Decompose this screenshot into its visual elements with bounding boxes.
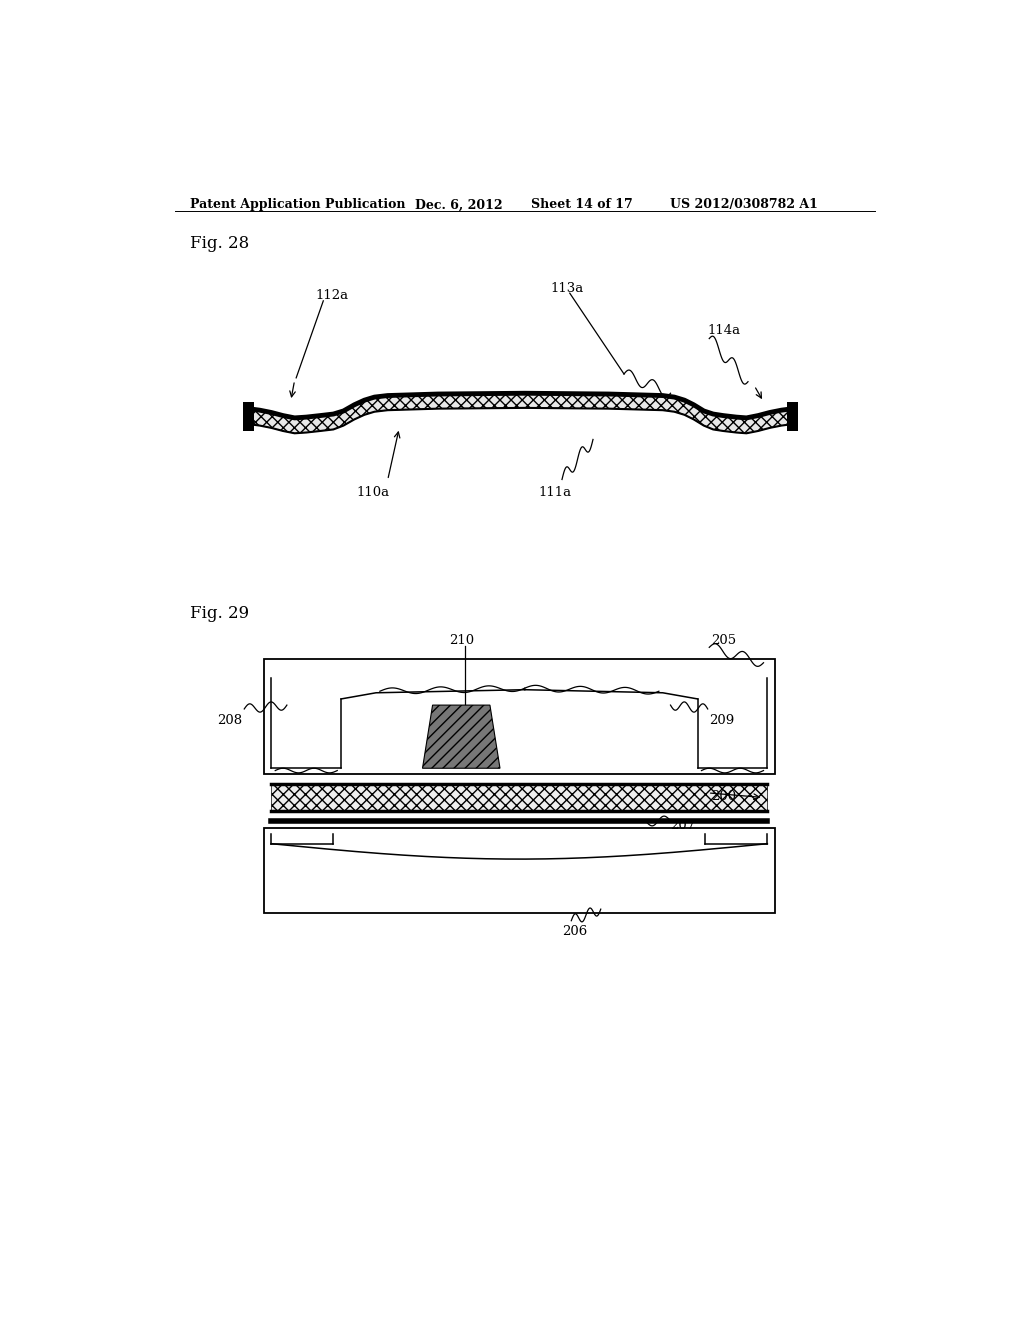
- Bar: [263, 659, 775, 775]
- Text: Sheet 14 of 17: Sheet 14 of 17: [531, 198, 633, 211]
- Bar: [271, 784, 767, 812]
- Text: 207: 207: [671, 818, 695, 832]
- Text: Patent Application Publication: Patent Application Publication: [190, 198, 406, 211]
- Text: 208: 208: [217, 714, 243, 727]
- Text: 111a: 111a: [539, 486, 571, 499]
- Text: 209: 209: [710, 714, 734, 727]
- Polygon shape: [423, 705, 500, 768]
- Polygon shape: [243, 401, 254, 430]
- Text: Fig. 28: Fig. 28: [190, 235, 249, 252]
- Polygon shape: [786, 401, 799, 430]
- Text: 206: 206: [562, 924, 587, 937]
- Text: 200: 200: [711, 789, 736, 803]
- Text: 112a: 112a: [315, 289, 349, 302]
- Text: Fig. 29: Fig. 29: [190, 605, 249, 622]
- Text: 205: 205: [711, 635, 736, 647]
- Bar: [263, 829, 775, 913]
- Polygon shape: [248, 393, 793, 433]
- Text: 114a: 114a: [708, 323, 740, 337]
- Text: 110a: 110a: [356, 486, 390, 499]
- Text: Dec. 6, 2012: Dec. 6, 2012: [415, 198, 503, 211]
- Text: 210: 210: [450, 635, 475, 647]
- Text: 113a: 113a: [550, 281, 584, 294]
- Text: US 2012/0308782 A1: US 2012/0308782 A1: [671, 198, 818, 211]
